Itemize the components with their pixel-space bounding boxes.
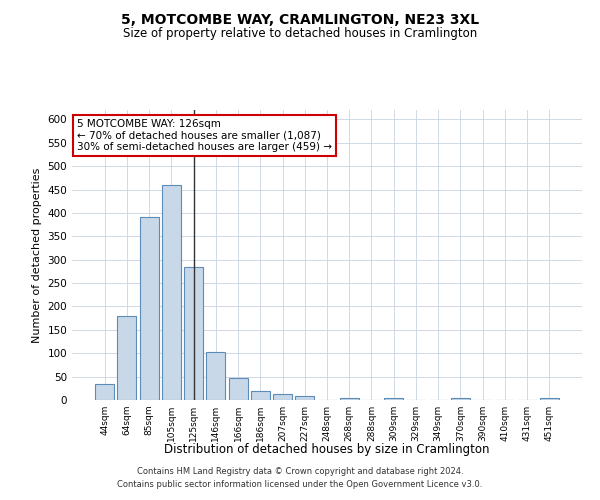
Text: 5 MOTCOMBE WAY: 126sqm
← 70% of detached houses are smaller (1,087)
30% of semi-: 5 MOTCOMBE WAY: 126sqm ← 70% of detached… xyxy=(77,118,332,152)
Text: Contains public sector information licensed under the Open Government Licence v3: Contains public sector information licen… xyxy=(118,480,482,489)
Bar xyxy=(118,316,136,400)
Text: 5, MOTCOMBE WAY, CRAMLINGTON, NE23 3XL: 5, MOTCOMBE WAY, CRAMLINGTON, NE23 3XL xyxy=(121,12,479,26)
Bar xyxy=(384,398,403,400)
Bar xyxy=(251,390,270,400)
Bar xyxy=(184,266,203,400)
Bar xyxy=(451,398,470,400)
Bar xyxy=(540,398,559,400)
Bar xyxy=(273,394,292,400)
Bar xyxy=(340,398,359,400)
Y-axis label: Number of detached properties: Number of detached properties xyxy=(32,168,42,342)
Bar xyxy=(162,185,181,400)
Bar xyxy=(295,396,314,400)
Bar xyxy=(206,352,225,400)
Text: Distribution of detached houses by size in Cramlington: Distribution of detached houses by size … xyxy=(164,442,490,456)
Text: Contains HM Land Registry data © Crown copyright and database right 2024.: Contains HM Land Registry data © Crown c… xyxy=(137,468,463,476)
Bar xyxy=(140,216,158,400)
Bar xyxy=(95,384,114,400)
Bar xyxy=(229,378,248,400)
Text: Size of property relative to detached houses in Cramlington: Size of property relative to detached ho… xyxy=(123,28,477,40)
